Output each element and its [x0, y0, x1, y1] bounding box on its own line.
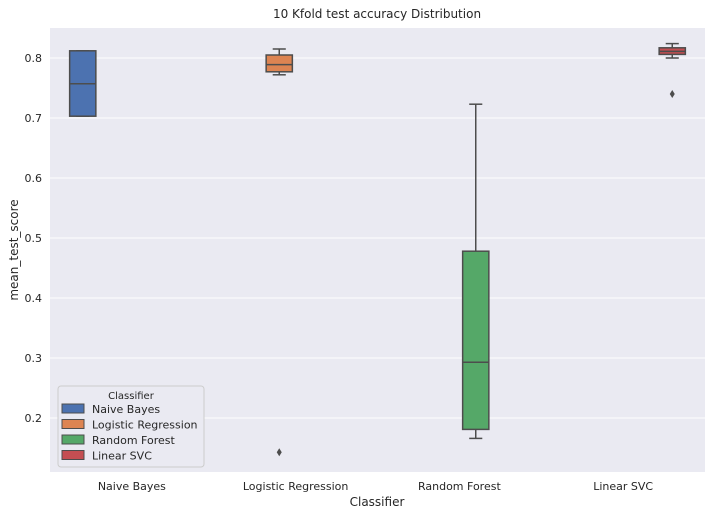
y-tick-label: 0.8: [25, 52, 43, 65]
legend: Classifier Naive Bayes Logistic Regressio…: [57, 385, 205, 468]
legend-frame: [57, 385, 205, 468]
legend-swatch: [61, 403, 85, 414]
y-tick-labels: 0.2 0.3 0.4 0.5 0.6 0.7 0.8: [25, 52, 43, 425]
box: [265, 54, 294, 73]
legend-label: Logistic Regression: [92, 419, 198, 432]
y-tick-label: 0.7: [25, 112, 43, 125]
box-group: [658, 42, 687, 98]
y-tick-label: 0.6: [25, 172, 43, 185]
legend-swatch: [61, 419, 85, 429]
box: [461, 250, 490, 431]
box-group: [461, 103, 490, 440]
x-tick-label: Logistic Regression: [243, 480, 349, 493]
box-group: [68, 50, 97, 117]
legend-label: Random Forest: [92, 434, 175, 447]
legend-swatch: [61, 434, 85, 445]
boxes: [68, 42, 687, 457]
outlier-marker: [276, 448, 282, 457]
x-tick-label: Naive Bayes: [98, 480, 166, 493]
y-axis-title: mean_test_score: [7, 199, 21, 300]
legend-title: Classifier: [108, 391, 155, 402]
legend-swatch: [61, 450, 85, 460]
y-tick-label: 0.2: [25, 412, 43, 425]
y-tick-label: 0.5: [25, 232, 43, 245]
outlier-marker: [669, 90, 675, 98]
box-group: [265, 48, 294, 457]
chart-title: 10 Kfold test accuracy Distribution: [273, 7, 481, 21]
x-tick-label: Random Forest: [418, 480, 501, 493]
x-tick-label: Linear SVC: [593, 480, 653, 493]
legend-label: Naive Bayes: [92, 403, 160, 416]
legend-label: Linear SVC: [92, 450, 152, 463]
y-tick-label: 0.3: [25, 352, 43, 365]
x-axis-title: Classifier: [350, 495, 405, 509]
x-tick-labels: Naive Bayes Logistic Regression Random For…: [98, 480, 654, 493]
y-tick-label: 0.4: [25, 292, 43, 305]
